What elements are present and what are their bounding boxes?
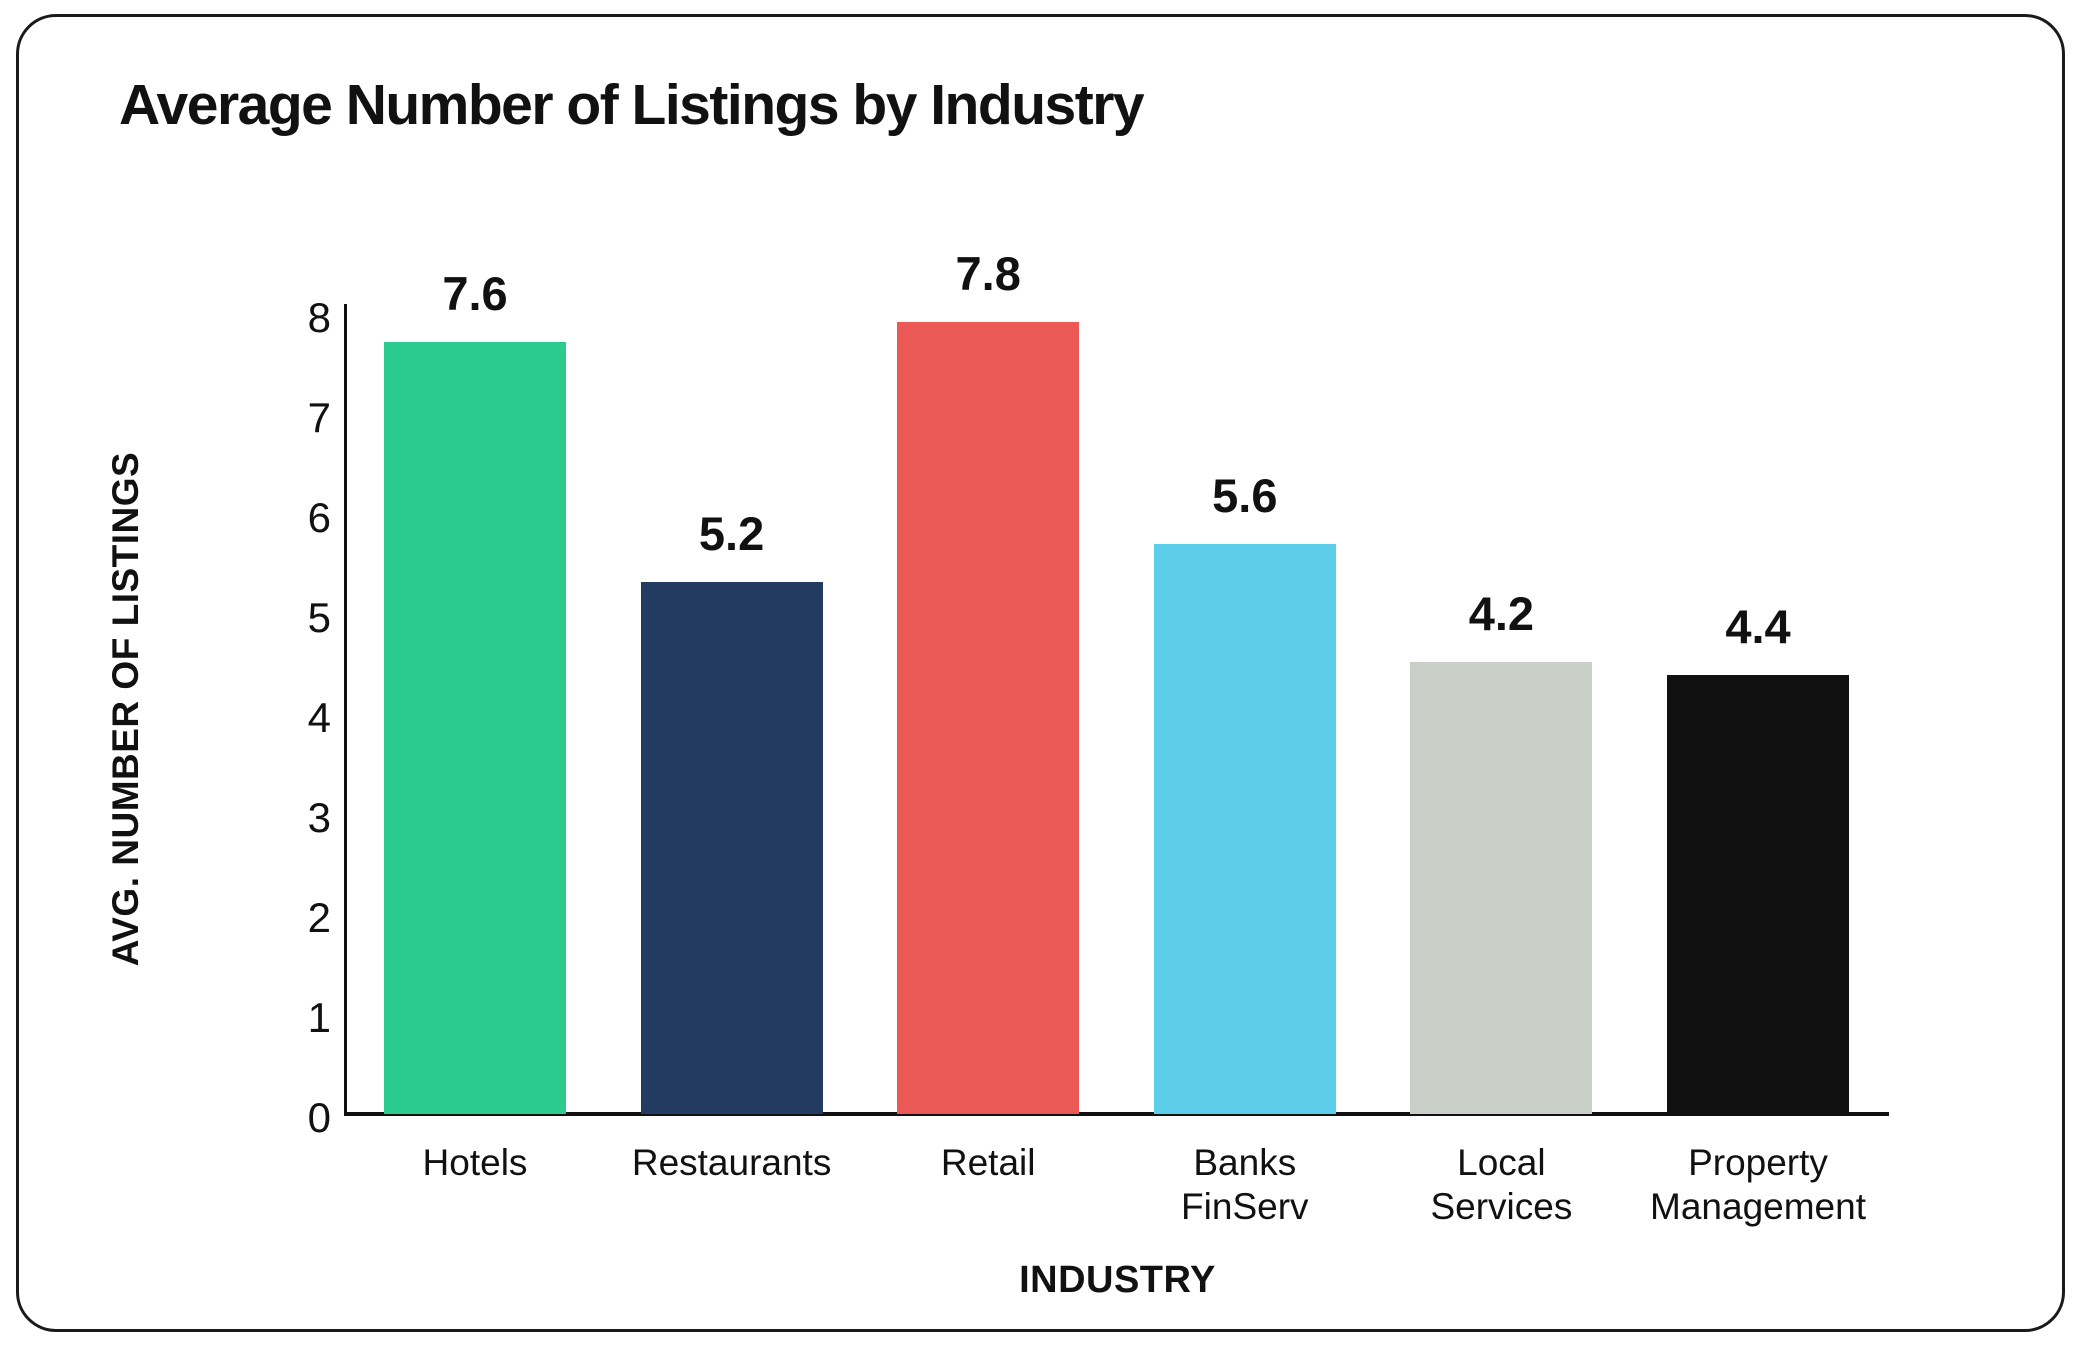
bar-value-label-local-services: 4.2	[1468, 587, 1535, 640]
y-tick-label: 2	[307, 894, 331, 941]
x-axis-title: INDUSTRY	[1019, 1259, 1216, 1301]
bar-restaurants	[640, 582, 823, 1114]
y-tick-label: 8	[307, 294, 331, 341]
bar-value-label-hotels: 7.6	[442, 267, 508, 320]
bar-property-management	[1667, 675, 1849, 1114]
x-category-label-local-services: Local Services	[1430, 1142, 1573, 1227]
y-tick-label: 7	[307, 394, 331, 441]
x-category-label-property-management: Property Management	[1650, 1142, 1866, 1227]
x-category-label-banks-finserv: Banks FinServ	[1181, 1142, 1309, 1227]
x-axis-line	[344, 1112, 1889, 1116]
y-tick-label: 1	[307, 994, 331, 1041]
x-category-label-retail: Retail	[940, 1142, 1036, 1183]
y-axis-title: AVG. NUMBER OF LISTINGS	[105, 451, 146, 967]
x-category-label-hotels: Hotels	[422, 1142, 528, 1183]
bar-value-label-retail: 7.8	[955, 247, 1021, 300]
bar-retail	[897, 322, 1080, 1114]
bar-local-services	[1410, 662, 1593, 1114]
bar-hotels	[384, 342, 566, 1114]
x-category-label-restaurants: Restaurants	[631, 1142, 832, 1183]
y-tick-label: 6	[307, 494, 331, 541]
y-tick-label: 4	[307, 694, 331, 741]
y-tick-label: 5	[307, 594, 331, 641]
y-tick-label: 3	[307, 794, 331, 841]
bar-value-label-restaurants: 5.2	[698, 507, 765, 560]
bar-value-label-property-management: 4.4	[1725, 600, 1791, 653]
bar-value-label-banks-finserv: 5.6	[1212, 469, 1278, 522]
chart-title: Average Number of Listings by Industry	[119, 73, 1145, 137]
y-axis-line	[344, 304, 347, 1114]
chart-card: Average Number of Listings by Industry A…	[16, 14, 2065, 1332]
y-tick-label: 0	[307, 1094, 331, 1141]
bar-banks-finserv	[1153, 544, 1336, 1114]
